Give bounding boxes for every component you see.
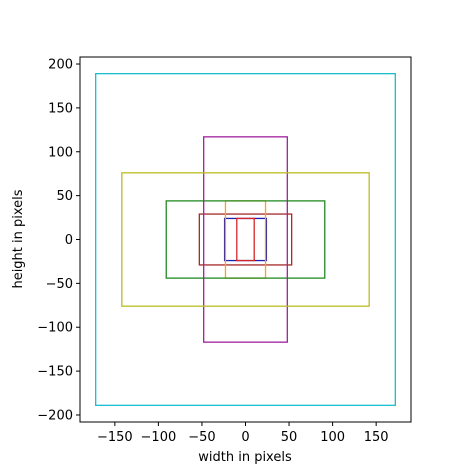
plot-frame: [79, 56, 412, 423]
y-axis: −200 −150 −100 −50 0 50 100 150 200: [37, 58, 80, 423]
rectangle-3: [198, 213, 293, 266]
y-tick-label: −50: [46, 277, 73, 292]
y-tick-label: 150: [48, 101, 73, 116]
y-tick-label: 0: [65, 233, 73, 248]
x-axis: −150 −100 −50 0 50 100 150: [97, 422, 389, 445]
x-tick-label: 50: [281, 430, 298, 445]
x-tick-label: −50: [188, 430, 215, 445]
y-tick-label: 50: [56, 189, 73, 204]
rectangle-6: [203, 136, 288, 343]
x-tick-label: −150: [97, 430, 133, 445]
rectangle-2: [236, 217, 255, 262]
rectangle-7: [121, 172, 370, 307]
y-tick-label: 200: [48, 58, 73, 73]
x-tick-label: 100: [320, 430, 345, 445]
y-tick-label: −100: [37, 321, 73, 336]
y-tick-label: 100: [48, 145, 73, 160]
x-axis-label: width in pixels: [198, 450, 292, 465]
plot-area: [79, 56, 412, 423]
y-tick-label: −150: [37, 365, 73, 380]
x-tick-label: 150: [364, 430, 389, 445]
rectangle-4: [224, 200, 267, 279]
rectangle-8: [95, 73, 396, 406]
x-tick-label: −100: [141, 430, 177, 445]
y-tick-label: −200: [37, 408, 73, 423]
x-tick-label: 0: [241, 430, 249, 445]
rectangle-5: [165, 200, 326, 279]
y-axis-label: height in pixels: [11, 189, 26, 288]
rectangle-1: [223, 217, 268, 262]
